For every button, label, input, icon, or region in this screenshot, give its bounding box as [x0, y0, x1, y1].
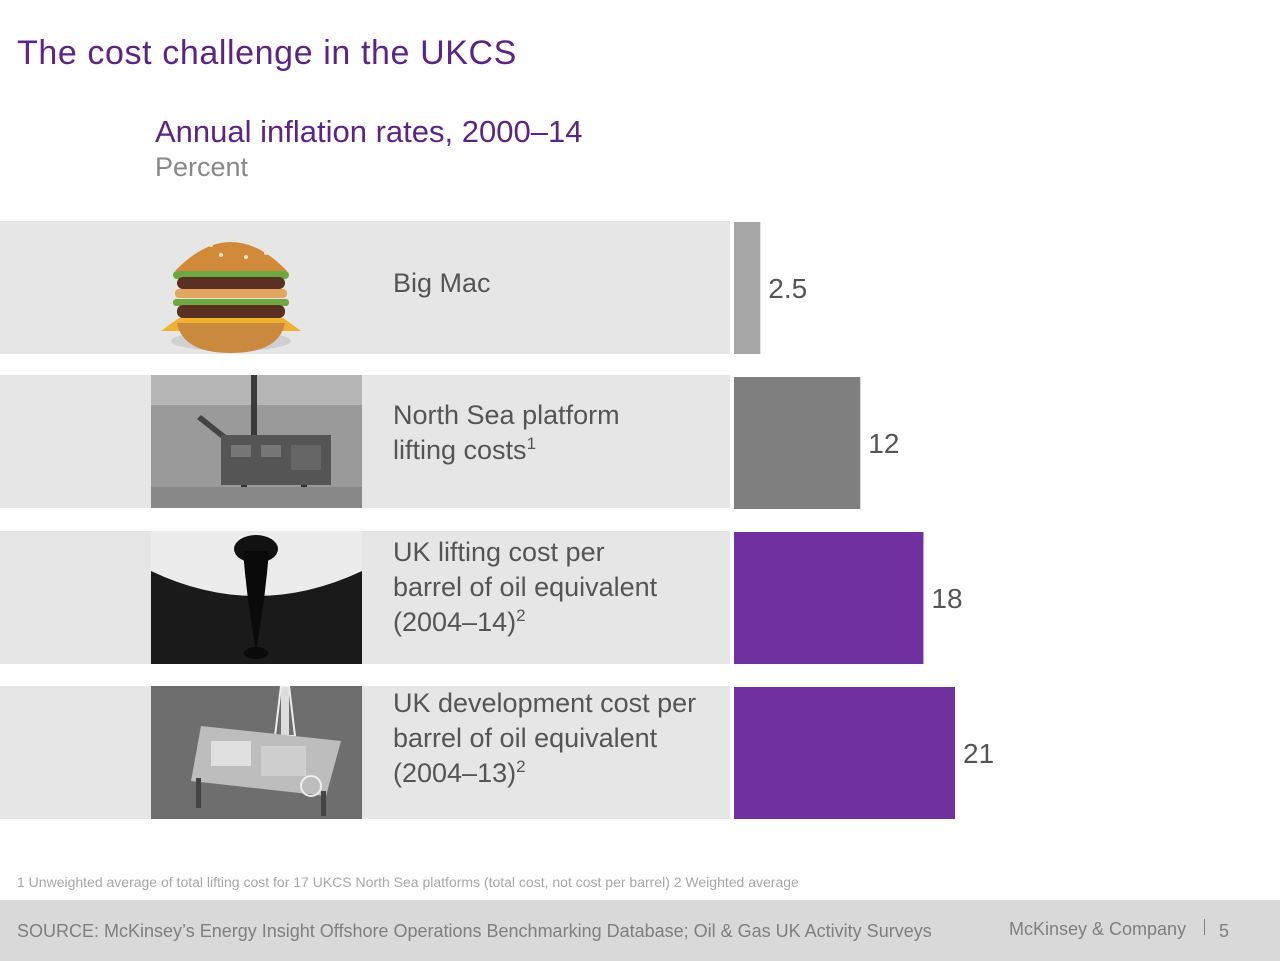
bar-3	[734, 687, 955, 819]
chart-title: Annual inflation rates, 2000–14	[155, 114, 583, 149]
footer-separator	[1204, 919, 1205, 935]
row-north-sea-platform	[0, 375, 730, 508]
bar-value-label-0: 2.5	[768, 273, 807, 304]
oil-drop-image	[151, 531, 362, 664]
oil-drop-icon	[151, 531, 362, 664]
row-label-uk-lifting: UK lifting cost per barrel of oil equiva…	[393, 537, 658, 637]
bar-1	[734, 377, 861, 509]
footer: SOURCE: McKinsey’s Energy Insight Offsho…	[0, 900, 1280, 961]
bar-value-label-3: 21	[963, 738, 994, 769]
row-label-north-sea: North Sea platform lifting costs1	[393, 400, 620, 465]
row-uk-lifting-cost	[0, 531, 730, 664]
row-big-mac	[0, 221, 730, 354]
burger-icon	[161, 235, 301, 353]
drilling-rig-icon	[151, 686, 362, 819]
bar-2	[734, 532, 924, 664]
bar-value-label-2: 18	[931, 583, 962, 614]
row-uk-development-cost	[0, 686, 730, 819]
footnote: 1 Unweighted average of total lifting co…	[17, 874, 799, 890]
bar-0	[734, 222, 761, 354]
row-label-big-mac: Big Mac	[393, 268, 491, 298]
chart-unit: Percent	[155, 152, 249, 182]
platform-icon	[151, 375, 362, 508]
page-number: 5	[1219, 921, 1230, 941]
bar-value-label-1: 12	[868, 428, 899, 459]
big-mac-image	[151, 221, 362, 354]
slide-title: The cost challenge in the UKCS	[17, 34, 517, 72]
row-label-uk-development: UK development cost per barrel of oil eq…	[393, 688, 697, 788]
offshore-platform-image	[151, 375, 362, 508]
drilling-rig-image	[151, 686, 362, 819]
footer-source: SOURCE: McKinsey’s Energy Insight Offsho…	[17, 921, 932, 941]
footer-brand: McKinsey & Company	[1009, 919, 1187, 939]
